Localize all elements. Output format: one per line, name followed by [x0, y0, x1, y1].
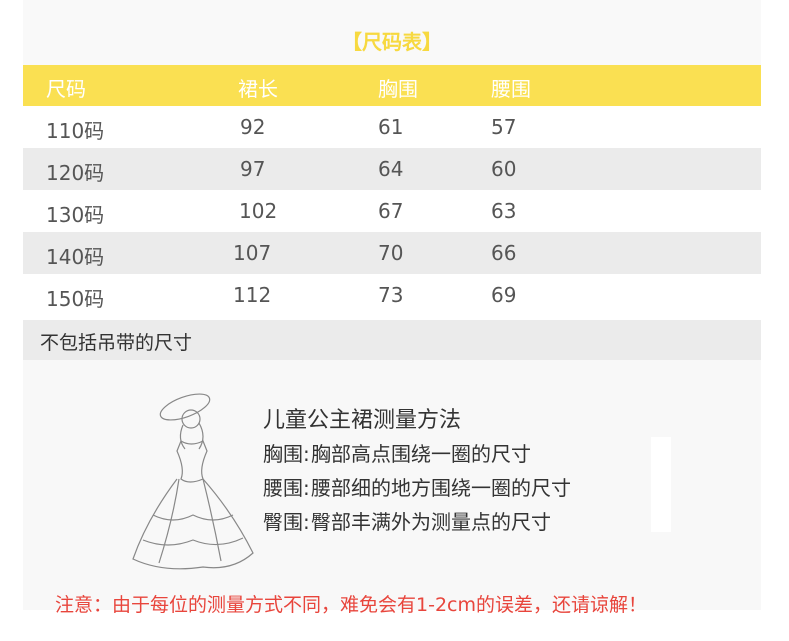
cell-size: 130码: [46, 203, 105, 227]
table-row: 140码 107 70 66: [23, 232, 761, 274]
cell-size: 120码: [46, 161, 105, 185]
measurement-warning: 注意：由于每位的测量方式不同，难免会有1-2cm的误差，还请谅解！: [55, 594, 647, 616]
cell-chest: 70: [378, 241, 404, 265]
measure-label: 臀围:: [263, 510, 310, 534]
cell-waist: 63: [491, 199, 517, 223]
cell-length: 97: [240, 157, 266, 181]
table-header: 尺码 裙长 胸围 腰围: [23, 65, 761, 106]
measure-label: 腰围:: [263, 476, 310, 500]
header-size: 尺码: [46, 77, 86, 101]
strap-note: 不包括吊带的尺寸: [23, 320, 761, 360]
cell-chest: 67: [378, 199, 404, 223]
cell-waist: 57: [491, 115, 517, 139]
measure-text: 腰部细的地方围绕一圈的尺寸: [311, 476, 571, 500]
cell-size: 110码: [46, 119, 105, 143]
cell-waist: 69: [491, 283, 517, 307]
measure-label: 胸围:: [263, 442, 310, 466]
cell-waist: 60: [491, 157, 517, 181]
header-waist: 腰围: [491, 77, 531, 101]
measure-title: 儿童公主裙测量方法: [263, 408, 462, 433]
measure-waist: 腰围:腰部细的地方围绕一圈的尺寸: [263, 472, 571, 501]
table-row: 150码 112 73 69: [23, 274, 761, 316]
cell-waist: 66: [491, 241, 517, 265]
cell-chest: 61: [378, 115, 404, 139]
measure-hip: 臀围:臀部丰满外为测量点的尺寸: [263, 506, 551, 535]
header-length: 裙长: [238, 77, 278, 101]
measure-text: 臀部丰满外为测量点的尺寸: [311, 510, 551, 534]
title-band: 【尺码表】: [23, 0, 761, 65]
cell-chest: 73: [378, 283, 404, 307]
princess-illustration-icon: [132, 393, 254, 570]
table-row: 120码 97 64 60: [23, 148, 761, 190]
cell-length: 107: [233, 241, 272, 265]
cell-length: 102: [239, 199, 278, 223]
header-chest: 胸围: [378, 77, 418, 101]
decorative-block: [651, 437, 671, 532]
measure-text: 胸部高点围绕一圈的尺寸: [311, 442, 531, 466]
cell-length: 92: [240, 115, 266, 139]
measure-chest: 胸围:胸部高点围绕一圈的尺寸: [263, 438, 531, 467]
cell-length: 112: [233, 283, 272, 307]
chart-title: 【尺码表】: [342, 30, 442, 54]
cell-size: 140码: [46, 245, 105, 269]
cell-chest: 64: [378, 157, 404, 181]
table-row: 130码 102 67 63: [23, 190, 761, 232]
table-row: 110码 92 61 57: [23, 106, 761, 148]
cell-size: 150码: [46, 287, 105, 311]
size-chart: 【尺码表】 尺码 裙长 胸围 腰围 110码 92 61 57 120码 97 …: [23, 0, 761, 616]
measurement-guide: 儿童公主裙测量方法 胸围:胸部高点围绕一圈的尺寸 腰围:腰部细的地方围绕一圈的尺…: [23, 360, 761, 616]
